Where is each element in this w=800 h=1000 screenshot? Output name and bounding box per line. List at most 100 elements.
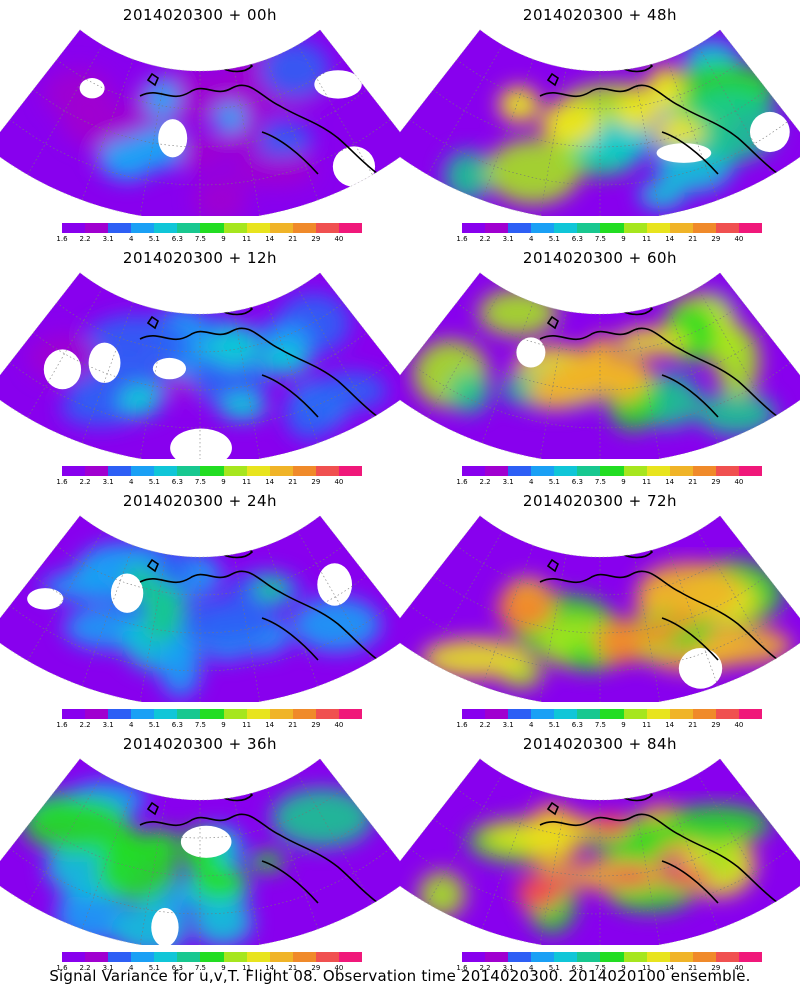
colorbar-tick-label: 6.3 xyxy=(571,235,583,243)
colorbar xyxy=(462,952,763,962)
colorbar-tick-label: 4 xyxy=(528,478,534,486)
variance-map xyxy=(400,272,800,459)
colorbar-swatch xyxy=(246,709,270,719)
map-panel: 2014020300 + 36h 1.6 2.2 3.1 4 5.1 6.3 7.5 9 11 14… xyxy=(0,729,400,974)
colorbar-swatch xyxy=(246,223,270,233)
colorbar-tick-label: 14 xyxy=(265,478,275,486)
panel-title: 2014020300 + 36h xyxy=(122,735,278,753)
colorbar-tick-label: 40 xyxy=(734,478,744,486)
colorbar-swatch xyxy=(623,952,647,962)
colorbar xyxy=(62,223,363,233)
colorbar-swatch xyxy=(669,223,693,233)
variance-map xyxy=(400,29,800,216)
colorbar-swatch xyxy=(577,952,601,962)
colorbar-tick-label: 40 xyxy=(734,721,744,729)
colorbar-swatch xyxy=(154,952,178,962)
colorbar-swatch xyxy=(338,466,363,476)
colorbar-tick-label: 2.2 xyxy=(479,721,491,729)
colorbar-swatch xyxy=(738,709,763,719)
colorbar-tick-label: 6.3 xyxy=(171,964,183,972)
colorbar-tick-label: 21 xyxy=(688,478,698,486)
colorbar-tick-label: 6.3 xyxy=(571,721,583,729)
colorbar-swatch xyxy=(200,952,224,962)
coastline xyxy=(539,42,779,175)
colorbar-tick-label: 29 xyxy=(311,478,321,486)
colorbar-tick-label: 11 xyxy=(242,235,252,243)
colorbar-tick-label: 11 xyxy=(642,235,652,243)
colorbar-swatch xyxy=(738,952,763,962)
colorbar-swatch xyxy=(315,709,339,719)
colorbar-tick-label: 2.2 xyxy=(79,478,91,486)
map-panel: 2014020300 + 48h 1.6 2.2 3.1 4 5.1 6.3 7.5 9 11 14… xyxy=(400,0,800,245)
colorbar-swatch xyxy=(154,466,178,476)
colorbar-tick-label: 3.1 xyxy=(502,235,514,243)
colorbar-ticks: 1.6 2.2 3.1 4 5.1 6.3 7.5 9 11 14 21 29 40 xyxy=(456,478,762,488)
colorbar-swatch xyxy=(154,709,178,719)
colorbar-swatch xyxy=(200,709,224,719)
colorbar-swatch xyxy=(485,709,509,719)
colorbar-tick-label: 14 xyxy=(265,721,275,729)
colorbar-swatch xyxy=(131,223,155,233)
coastline xyxy=(539,771,779,904)
colorbar-tick-label: 5.1 xyxy=(148,478,160,486)
colorbar-tick-label: 2.2 xyxy=(79,721,91,729)
colorbar-tick-label: 1.6 xyxy=(456,964,468,972)
colorbar-swatch xyxy=(62,223,86,233)
colorbar-swatch xyxy=(715,223,739,233)
colorbar-tick-label: 29 xyxy=(711,721,721,729)
colorbar-tick-label: 9 xyxy=(221,964,226,972)
colorbar-swatch xyxy=(269,952,293,962)
colorbar-tick-label: 3.1 xyxy=(502,721,514,729)
colorbar-swatch xyxy=(315,223,339,233)
colorbar-swatch xyxy=(577,466,601,476)
colorbar-swatch xyxy=(292,709,316,719)
map-panel: 2014020300 + 00h 1.6 2.2 3.1 4 5.1 6.3 7.5 9 11 14… xyxy=(0,0,400,245)
colorbar-tick-label: 11 xyxy=(642,721,652,729)
colorbar xyxy=(62,709,363,719)
figure-caption: Signal Variance for u,v,T. Flight 08. Ob… xyxy=(49,967,751,985)
colorbar-tick-label: 4 xyxy=(528,721,534,729)
colorbar-swatch xyxy=(292,223,316,233)
colorbar-tick-label: 4 xyxy=(128,964,134,972)
colorbar-tick-label: 7.5 xyxy=(194,721,207,729)
colorbar-tick-label: 5.1 xyxy=(548,478,560,486)
colorbar-swatch xyxy=(508,952,532,962)
colorbar-tick-label: 40 xyxy=(334,964,344,972)
colorbar-tick-label: 2.2 xyxy=(479,964,491,972)
colorbar-swatch xyxy=(62,952,86,962)
colorbar-swatch xyxy=(715,709,739,719)
colorbar-swatch xyxy=(577,709,601,719)
colorbar-swatch xyxy=(531,709,555,719)
panel-title: 2014020300 + 00h xyxy=(122,6,278,24)
colorbar-swatch xyxy=(600,466,624,476)
colorbar-tick-label: 11 xyxy=(242,964,252,972)
colorbar-tick-label: 4 xyxy=(128,478,134,486)
panel-title: 2014020300 + 72h xyxy=(522,492,678,510)
colorbar-tick-label: 14 xyxy=(665,478,675,486)
colorbar-tick-label: 7.5 xyxy=(194,235,207,243)
colorbar-swatch xyxy=(715,466,739,476)
colorbar-ticks: 1.6 2.2 3.1 4 5.1 6.3 7.5 9 11 14 21 29 40 xyxy=(56,721,362,731)
colorbar-tick-label: 14 xyxy=(665,721,675,729)
colorbar-tick-label: 3.1 xyxy=(502,478,514,486)
colorbar-tick-label: 7.5 xyxy=(594,964,607,972)
colorbar-swatch xyxy=(485,466,509,476)
colorbar-tick-label: 29 xyxy=(711,964,721,972)
panel-title: 2014020300 + 60h xyxy=(522,249,678,267)
colorbar-swatch xyxy=(669,709,693,719)
colorbar-swatch xyxy=(508,709,532,719)
colorbar-swatch xyxy=(315,952,339,962)
colorbar-tick-label: 3.1 xyxy=(102,235,114,243)
colorbar-tick-label: 14 xyxy=(665,964,675,972)
panel-title: 2014020300 + 24h xyxy=(122,492,278,510)
variance-map xyxy=(0,272,400,459)
colorbar-swatch xyxy=(85,223,109,233)
colorbar-swatch xyxy=(62,466,86,476)
colorbar-swatch xyxy=(600,223,624,233)
colorbar-tick-label: 1.6 xyxy=(456,721,468,729)
colorbar-swatch xyxy=(223,466,247,476)
coastline xyxy=(139,285,379,418)
colorbar-swatch xyxy=(462,952,486,962)
colorbar-swatch xyxy=(223,709,247,719)
colorbar-tick-label: 7.5 xyxy=(594,235,607,243)
